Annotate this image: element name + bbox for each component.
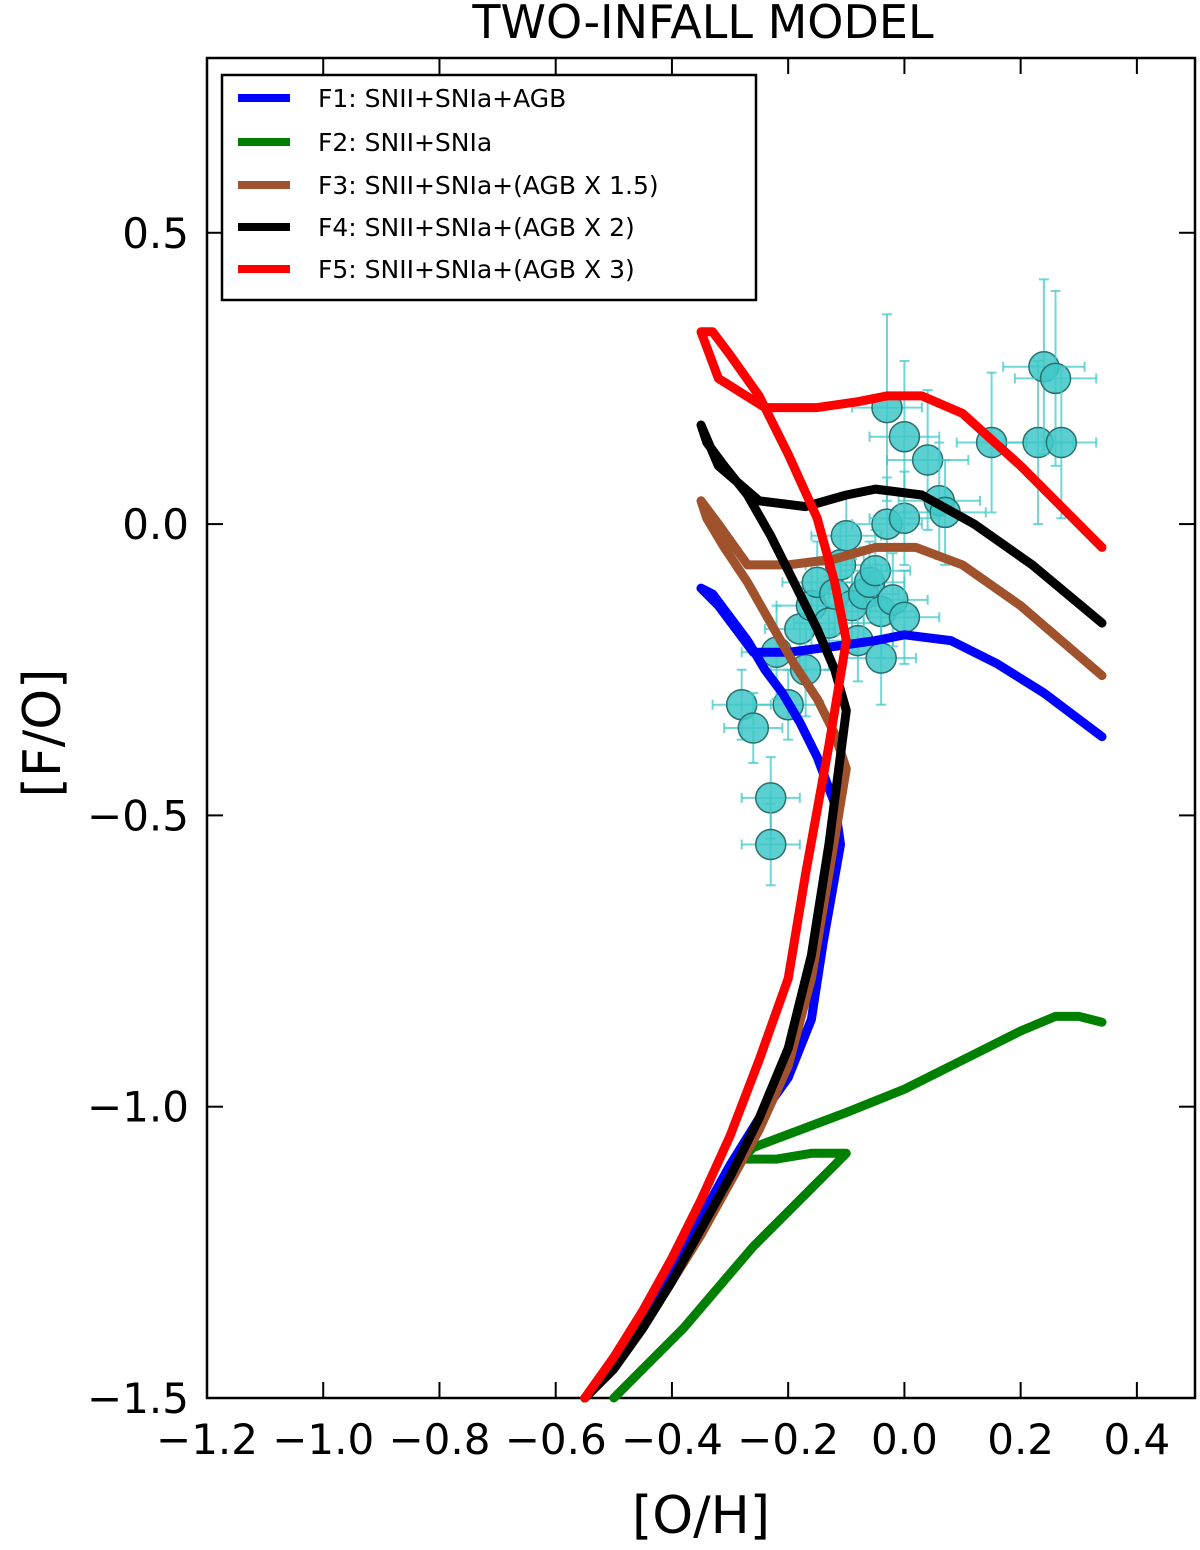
observation-point [868,359,941,514]
x-axis-title: [O/H] [632,1486,770,1546]
y-tick-label: 0.5 [122,209,189,258]
x-tick-label: −0.2 [737,1415,839,1464]
observation-marker [754,828,787,861]
observation-point [845,610,918,706]
observation-marker [888,420,921,453]
x-tick-label: −1.2 [156,1415,258,1464]
x-tick-label: 0.4 [1103,1415,1170,1464]
legend-label-f4: F4: SNII+SNIa+(AGB X 2) [318,213,635,242]
series-line-f5 [580,327,1107,1403]
chart-title: TWO-INFALL MODEL [471,0,934,49]
observation-point [723,692,784,764]
x-tick-label: −1.0 [272,1415,374,1464]
plot-frame [205,56,1197,1400]
observation-marker [911,444,944,476]
observation-point [1013,290,1098,467]
legend-label-f1: F1: SNII+SNIa+AGB [318,84,566,113]
legend-frame [220,73,758,302]
legend-label-f2: F2: SNII+SNIa [318,128,492,157]
observations-layer [711,278,1098,887]
legend-label-f5: F5: SNII+SNIa+(AGB X 3) [318,255,635,284]
y-axis-title: [F/O] [13,669,73,798]
series-line-f1 [580,583,1107,1403]
observation-point [851,313,923,502]
observation-marker [1039,362,1072,395]
y-tick-label: 0.0 [122,500,189,549]
legend-label-f3: F3: SNII+SNIa+(AGB X 1.5) [318,171,659,200]
y-tick-label: −1.5 [87,1374,189,1423]
observation-point [1025,365,1098,520]
observation-point [810,493,883,578]
y-tick-label: −1.0 [87,1083,189,1132]
x-tick-label: 0.0 [871,1415,938,1464]
x-tick-label: −0.4 [621,1415,723,1464]
series-line-f4 [580,420,1107,1403]
y-tick-label: −0.5 [87,791,189,840]
legend: F1: SNII+SNIa+AGB F2: SNII+SNIa F3: SNII… [220,73,758,302]
observation-marker [830,519,863,552]
observation-point [740,802,801,887]
observation-marker [888,601,921,634]
observation-marker [865,642,897,674]
observation-point [1002,278,1086,456]
x-tick-label: 0.2 [987,1415,1054,1464]
ticks-layer: −1.2 −1.0 −0.8 −0.6 −0.4 −0.2 0.0 0.2 0.4 0.5 0.0 −… [87,58,1195,1464]
x-tick-label: −0.8 [388,1415,490,1464]
series-line-f2 [609,1011,1107,1403]
observation-marker [737,712,770,744]
observation-marker [1045,426,1078,459]
series-layer [580,327,1107,1403]
x-tick-label: −0.6 [505,1415,607,1464]
